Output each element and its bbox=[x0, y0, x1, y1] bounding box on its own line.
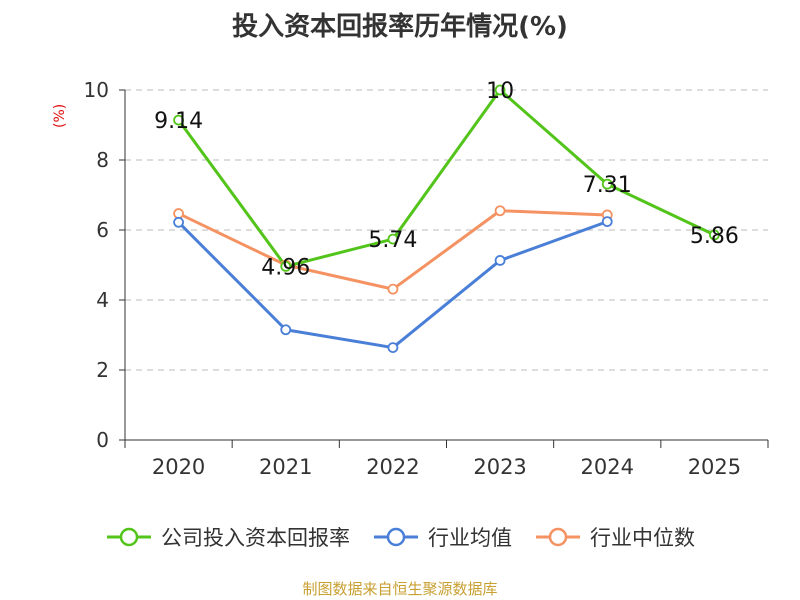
x-tick-label-2022: 2022 bbox=[366, 455, 419, 479]
data-label-2021: 4.96 bbox=[261, 255, 310, 280]
chart-title: 投入资本回报率历年情况(%) bbox=[232, 12, 568, 42]
data-label-2024: 7.31 bbox=[583, 173, 632, 198]
data-label-2023: 10 bbox=[486, 79, 514, 104]
point-1-2020 bbox=[173, 216, 184, 228]
legend: 公司投入资本回报率 行业均值 行业中位数 bbox=[0, 522, 800, 552]
data-label-2020: 9.14 bbox=[154, 109, 203, 134]
legend-item-industry-mean[interactable]: 行业均值 bbox=[372, 522, 512, 552]
legend-label-company: 公司投入资本回报率 bbox=[161, 526, 350, 550]
x-tick-label-2020: 2020 bbox=[152, 455, 205, 479]
legend-label-industry-median: 行业中位数 bbox=[590, 526, 695, 550]
legend-label-industry-mean: 行业均值 bbox=[428, 526, 512, 550]
y-tick-label-6: 6 bbox=[96, 218, 109, 242]
point-1-2024 bbox=[601, 216, 613, 228]
legend-marker-company-icon bbox=[107, 527, 151, 547]
y-tick-label-4: 4 bbox=[96, 288, 109, 312]
legend-marker-industry-mean-icon bbox=[374, 527, 418, 547]
point-1-2022 bbox=[387, 342, 399, 354]
point-0-2023 bbox=[494, 84, 506, 96]
x-tick-label-2025: 2025 bbox=[688, 455, 741, 479]
x-tick-label-2021: 2021 bbox=[259, 455, 312, 479]
point-1-2021 bbox=[280, 324, 292, 336]
y-tick-label-2: 2 bbox=[96, 358, 109, 382]
x-tick-label-2023: 2023 bbox=[473, 455, 526, 479]
point-0-2025 bbox=[709, 229, 720, 241]
data-source: 制图数据来自恒生聚源数据库 bbox=[302, 580, 498, 598]
y-tick-label-8: 8 bbox=[96, 148, 109, 172]
point-2-2023 bbox=[494, 205, 506, 217]
data-label-2025: 5.86 bbox=[690, 224, 739, 249]
point-1-2023 bbox=[494, 255, 506, 266]
point-0-2021 bbox=[280, 260, 292, 272]
series-line-0 bbox=[177, 88, 716, 268]
legend-item-industry-median[interactable]: 行业中位数 bbox=[534, 522, 695, 552]
point-2-2022 bbox=[387, 283, 399, 295]
data-label-2022: 5.74 bbox=[368, 228, 417, 253]
legend-marker-industry-median-icon bbox=[536, 527, 580, 547]
legend-item-company[interactable]: 公司投入资本回报率 bbox=[105, 522, 350, 552]
x-tick-label-2024: 2024 bbox=[581, 455, 634, 479]
y-tick-label-0: 0 bbox=[96, 428, 109, 452]
point-0-2020 bbox=[173, 114, 184, 126]
y-tick-label-10: 10 bbox=[84, 78, 109, 102]
point-2-2020 bbox=[173, 208, 184, 219]
point-0-2022 bbox=[387, 233, 399, 245]
point-0-2024 bbox=[601, 178, 613, 190]
